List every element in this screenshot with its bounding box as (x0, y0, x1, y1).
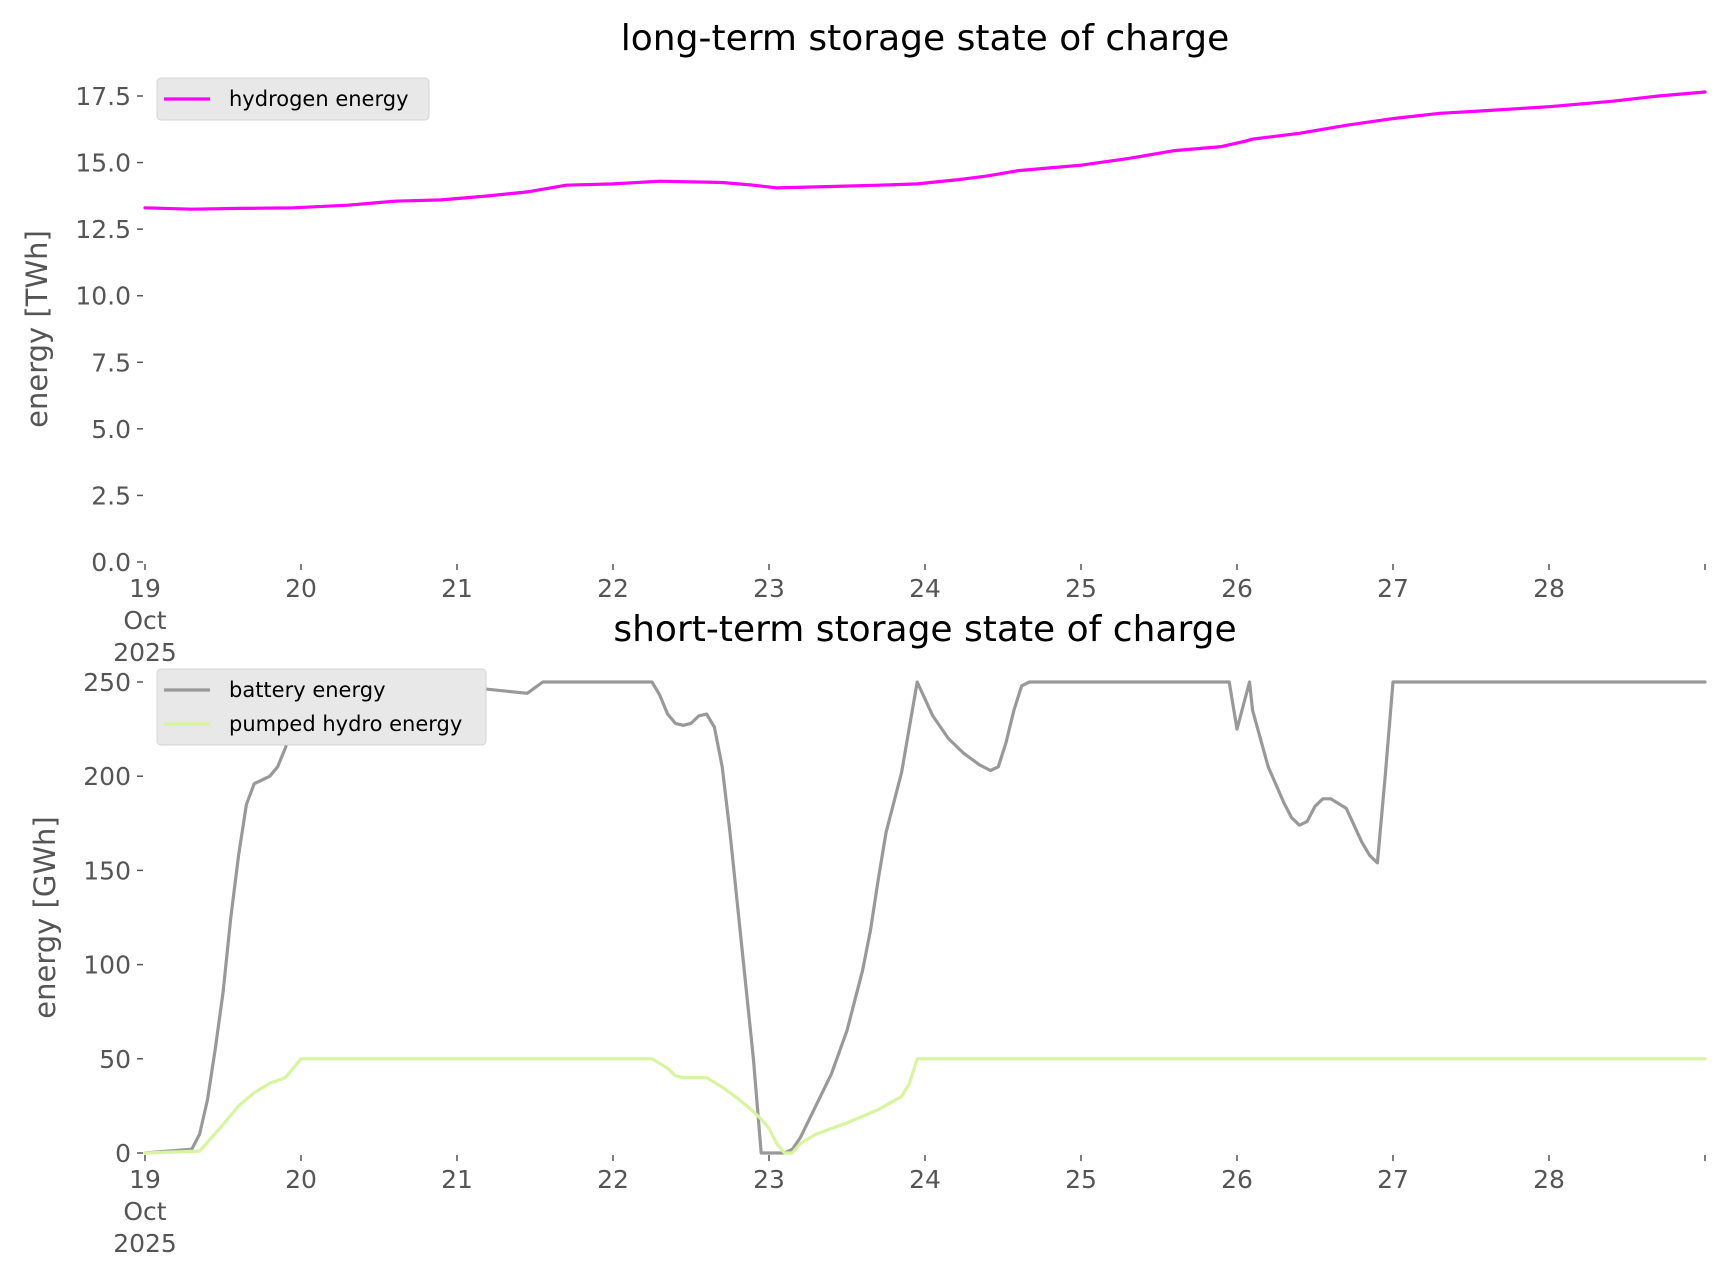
x-tick-sublabel: 2025 (113, 638, 177, 667)
x-tick-label: 21 (441, 574, 473, 603)
y-tick-label: 100 (83, 951, 131, 980)
x-tick-sublabel: Oct (123, 606, 166, 635)
x-tick-label: 23 (753, 574, 785, 603)
x-tick-label: 24 (909, 1165, 941, 1194)
y-tick-label: 0 (115, 1139, 131, 1168)
legend-label: hydrogen energy (229, 87, 409, 111)
x-tick-label: 25 (1065, 574, 1097, 603)
x-tick-label: 21 (441, 1165, 473, 1194)
x-tick-sublabel: Oct (123, 1197, 166, 1226)
legend-label: pumped hydro energy (229, 712, 462, 736)
x-tick-label: 28 (1533, 574, 1565, 603)
y-tick-label: 5.0 (91, 415, 131, 444)
y-tick-label: 17.5 (75, 82, 131, 111)
y-tick-label: 15.0 (75, 149, 131, 178)
x-tick-label: 19 (129, 1165, 161, 1194)
y-axis-label: energy [GWh] (28, 816, 62, 1018)
x-tick-label: 26 (1221, 1165, 1253, 1194)
y-tick-label: 150 (83, 856, 131, 885)
x-tick-label: 20 (285, 1165, 317, 1194)
x-tick-label: 24 (909, 574, 941, 603)
series-line-1 (143, 1057, 1707, 1155)
y-tick-label: 7.5 (91, 348, 131, 377)
y-tick-label: 2.5 (91, 481, 131, 510)
x-tick-label: 20 (285, 574, 317, 603)
y-tick-label: 10.0 (75, 282, 131, 311)
y-tick-label: 50 (99, 1045, 131, 1074)
series-line-0 (143, 680, 1707, 1155)
x-tick-label: 19 (129, 574, 161, 603)
series-line-0 (143, 90, 1707, 211)
x-tick-label: 27 (1377, 1165, 1409, 1194)
long-term-storage-chart: long-term storage state of charge energy … (20, 18, 1707, 667)
y-tick-label: 250 (83, 668, 131, 697)
x-tick-sublabel: 2025 (113, 1229, 177, 1258)
x-tick-label: 27 (1377, 574, 1409, 603)
x-tick-label: 23 (753, 1165, 785, 1194)
x-tick-label: 22 (597, 1165, 629, 1194)
x-tick-label: 26 (1221, 574, 1253, 603)
chart-title: short-term storage state of charge (613, 609, 1236, 650)
legend-label: battery energy (229, 678, 386, 702)
legend-box (156, 668, 487, 746)
y-tick-label: 0.0 (91, 548, 131, 577)
y-tick-label: 200 (83, 762, 131, 791)
x-tick-label: 22 (597, 574, 629, 603)
chart-title: long-term storage state of charge (621, 18, 1229, 59)
short-term-storage-chart: short-term storage state of charge energy… (28, 609, 1707, 1258)
x-tick-label: 25 (1065, 1165, 1097, 1194)
y-axis-label: energy [TWh] (20, 230, 54, 428)
y-tick-label: 12.5 (75, 215, 131, 244)
legend-box (156, 77, 430, 121)
x-tick-label: 28 (1533, 1165, 1565, 1194)
